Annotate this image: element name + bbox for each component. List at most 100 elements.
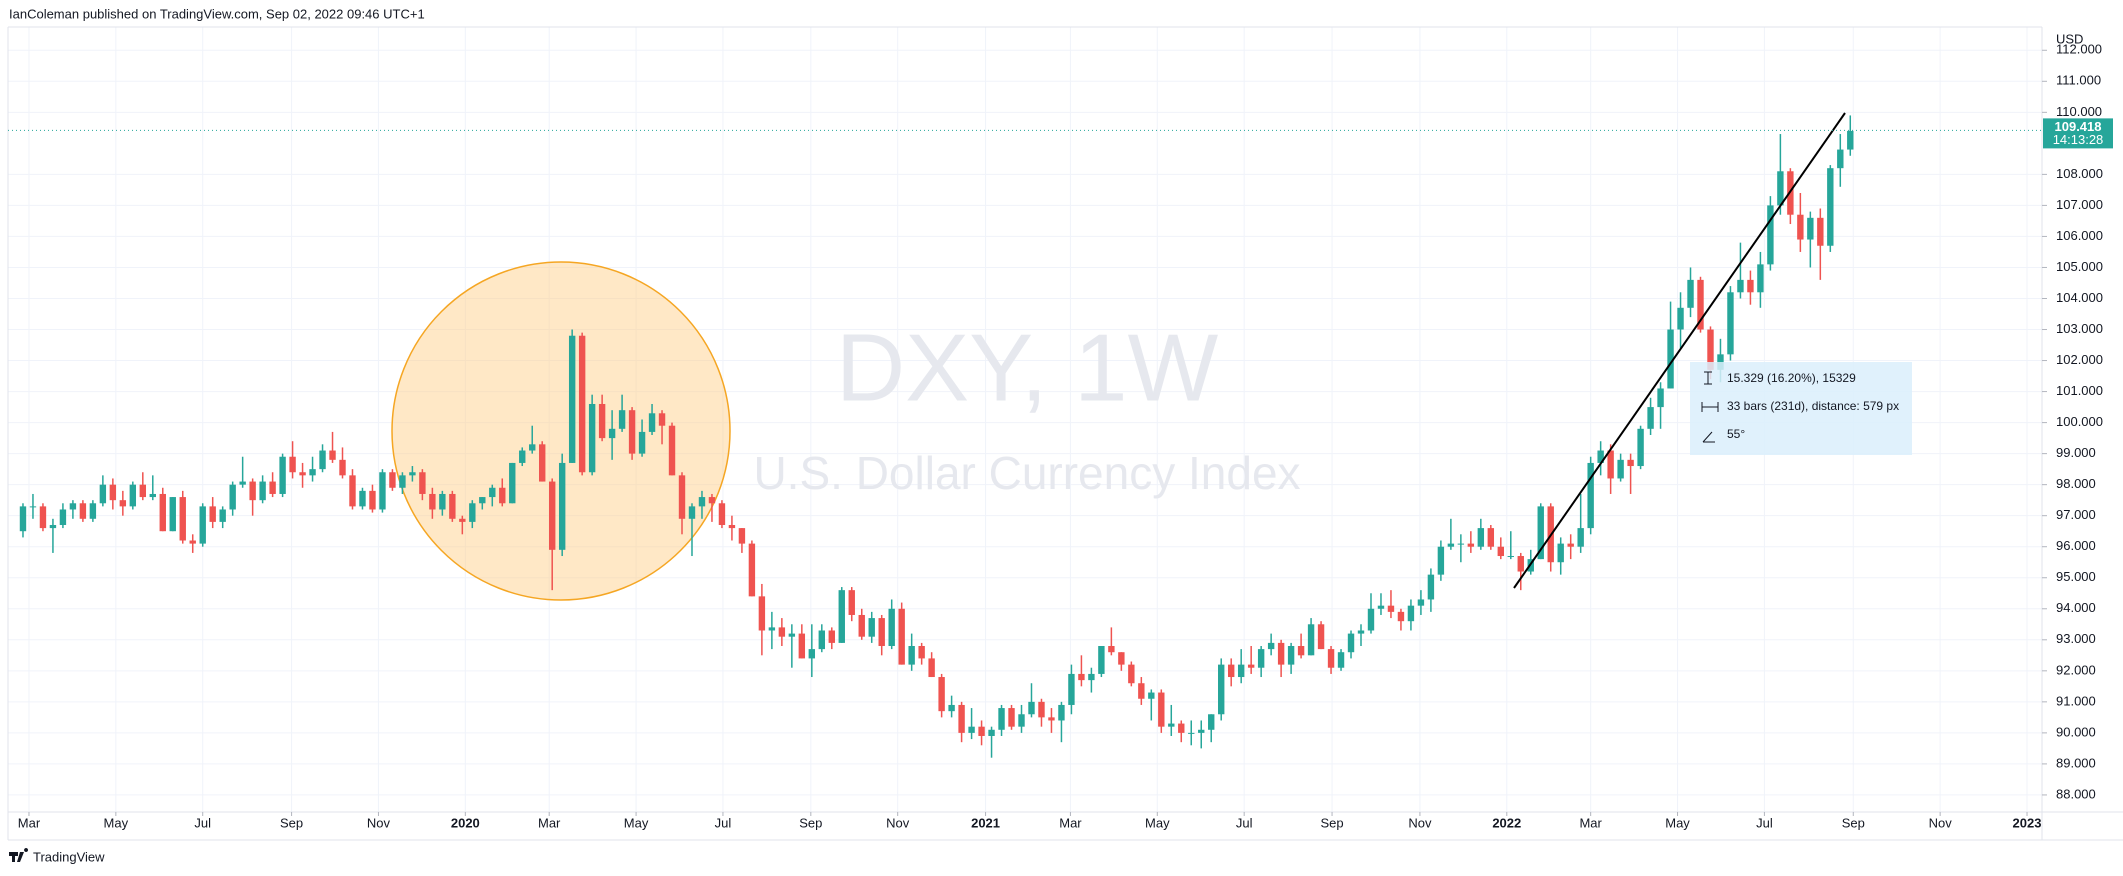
x-tick-label: Jul bbox=[194, 815, 211, 830]
footer-logo: TradingView bbox=[9, 848, 105, 864]
watermark-symbol: DXY, 1W bbox=[836, 314, 1219, 421]
candle-body bbox=[588, 403, 596, 473]
candle-body bbox=[199, 506, 206, 544]
candle-body bbox=[668, 425, 676, 476]
candle-body bbox=[688, 506, 696, 519]
x-tick-label: 2022 bbox=[1492, 815, 1521, 830]
candle-body bbox=[489, 487, 496, 498]
watermark-description: U.S. Dollar Currency Index bbox=[753, 447, 1300, 499]
candle-body bbox=[1597, 450, 1604, 463]
y-tick-label: 91.000 bbox=[2056, 693, 2096, 708]
candle-body bbox=[1497, 546, 1504, 557]
candle-body bbox=[209, 506, 216, 522]
measure-box[interactable]: 15.329 (16.20%), 15329 33 bars (231d), d… bbox=[1690, 362, 1912, 455]
y-tick-label: 106.000 bbox=[2056, 228, 2103, 243]
candle-body bbox=[1437, 546, 1445, 575]
candle-body bbox=[59, 509, 67, 525]
candle-body bbox=[1048, 717, 1055, 721]
candle-body bbox=[419, 472, 426, 494]
candle-body bbox=[299, 472, 306, 476]
candle-body bbox=[329, 450, 336, 460]
highlight-circle[interactable] bbox=[391, 261, 731, 601]
x-tick-label: 2020 bbox=[451, 815, 480, 830]
candle-body bbox=[429, 493, 436, 510]
candle-body bbox=[1777, 171, 1784, 206]
y-tick-label: 105.000 bbox=[2056, 259, 2103, 274]
candle-body bbox=[1058, 704, 1065, 721]
candle-body bbox=[1158, 692, 1165, 727]
candle-body bbox=[1128, 664, 1135, 684]
candle-body bbox=[1507, 556, 1514, 558]
candle-body bbox=[1807, 217, 1814, 240]
candle-body bbox=[379, 472, 386, 510]
candle-body bbox=[1657, 388, 1664, 408]
y-tick-label: 88.000 bbox=[2056, 786, 2096, 801]
candle-body bbox=[1118, 652, 1125, 665]
candle-body bbox=[259, 481, 266, 501]
candle-body bbox=[1218, 664, 1225, 715]
candle-body bbox=[1008, 708, 1015, 727]
x-tick-label: May bbox=[104, 815, 129, 830]
candle-body bbox=[1397, 611, 1405, 622]
candle-body bbox=[479, 497, 486, 504]
candle-body bbox=[1587, 462, 1594, 529]
candle-body bbox=[1847, 130, 1854, 150]
candle-body bbox=[529, 444, 536, 451]
candle-body bbox=[409, 472, 416, 476]
candle-body bbox=[1277, 642, 1285, 665]
candle-body bbox=[1407, 605, 1415, 622]
x-tick-label: 2023 bbox=[2013, 815, 2042, 830]
candle-body bbox=[459, 518, 466, 522]
candle-body bbox=[179, 497, 186, 541]
candle-body bbox=[778, 627, 786, 637]
candle-body bbox=[539, 444, 546, 482]
candle-body bbox=[828, 630, 835, 643]
x-tick-label: Jul bbox=[1236, 815, 1253, 830]
candle-body bbox=[1757, 264, 1764, 293]
candle-body bbox=[1417, 599, 1425, 606]
candle-body bbox=[139, 484, 147, 498]
candle-body bbox=[1567, 543, 1574, 547]
candle-body bbox=[958, 704, 965, 733]
candle-body bbox=[369, 490, 376, 510]
candle-body bbox=[229, 484, 236, 510]
candle-body bbox=[1367, 608, 1375, 631]
candle-body bbox=[89, 503, 97, 519]
candle-body bbox=[239, 481, 246, 485]
x-tick-label: Jul bbox=[1756, 815, 1773, 830]
candle-body bbox=[1317, 624, 1325, 650]
publish-header: IanColeman published on TradingView.com,… bbox=[9, 6, 425, 21]
candle-body bbox=[798, 633, 806, 659]
candle-body bbox=[1517, 556, 1524, 572]
candle-body bbox=[738, 528, 746, 544]
candle-body bbox=[19, 506, 27, 532]
y-tick-label: 98.000 bbox=[2056, 476, 2096, 491]
y-tick-label: 96.000 bbox=[2056, 538, 2096, 553]
y-tick-label: 92.000 bbox=[2056, 662, 2096, 677]
candle-body bbox=[1307, 624, 1315, 656]
x-tick-label: 2021 bbox=[971, 815, 1000, 830]
y-tick-label: 103.000 bbox=[2056, 321, 2103, 336]
candle-body bbox=[279, 456, 286, 494]
candle-body bbox=[1247, 664, 1255, 668]
measure-price: 15.329 (16.20%), 15329 bbox=[1727, 371, 1856, 385]
y-tick-label: 104.000 bbox=[2056, 290, 2103, 305]
candle-body bbox=[938, 677, 945, 712]
candle-body bbox=[1078, 673, 1085, 681]
candle-body bbox=[99, 484, 107, 504]
candle-body bbox=[69, 503, 77, 510]
candle-body bbox=[1198, 729, 1205, 733]
candle-body bbox=[1817, 217, 1824, 246]
y-tick-label: 93.000 bbox=[2056, 631, 2096, 646]
y-tick-label: 107.000 bbox=[2056, 197, 2103, 212]
candle-body bbox=[319, 450, 326, 470]
candle-body bbox=[1237, 664, 1245, 678]
candle-body bbox=[389, 472, 396, 488]
measure-bars: 33 bars (231d), distance: 579 px bbox=[1727, 399, 1899, 413]
candle-body bbox=[928, 658, 935, 678]
candle-body bbox=[109, 484, 117, 501]
candle-body bbox=[838, 590, 845, 643]
trend-line[interactable] bbox=[1513, 112, 1846, 589]
